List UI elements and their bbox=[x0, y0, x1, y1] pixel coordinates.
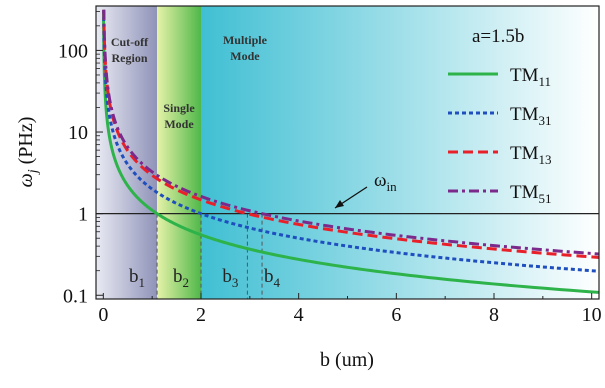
y-tick-label-100: 100 bbox=[58, 40, 88, 62]
legend-label-tm51: TM51 bbox=[510, 182, 552, 206]
legend-label-tm31: TM31 bbox=[510, 104, 552, 128]
marker-label-2-main: b bbox=[173, 266, 183, 287]
y-axis-title-sub: j bbox=[26, 169, 41, 175]
region-label-multiple-mode-line: Multiple bbox=[223, 33, 268, 47]
legend-title: a=1.5b bbox=[472, 26, 524, 47]
reference-arrow-head bbox=[335, 200, 344, 208]
y-tick-label-1: 1 bbox=[78, 204, 88, 226]
marker-label-4: b4 bbox=[264, 266, 281, 290]
reference-label-sub: in bbox=[387, 179, 398, 194]
x-tick-label-4: 4 bbox=[294, 304, 304, 326]
region-label-multiple-mode-line: Mode bbox=[230, 49, 260, 63]
marker-label-2-sub: 2 bbox=[182, 275, 189, 290]
x-axis-ticks: 0 2 4 6 8 10 bbox=[98, 293, 602, 326]
region-label-single-mode: Single Mode bbox=[163, 101, 195, 131]
marker-label-1-main: b bbox=[129, 266, 139, 287]
reference-label: ωin bbox=[374, 170, 397, 194]
marker-label-1: b1 bbox=[129, 266, 145, 290]
region-label-single-mode-line: Single bbox=[163, 101, 195, 115]
marker-label-4-sub: 4 bbox=[274, 275, 281, 290]
legend-label-tm11-sub: 11 bbox=[539, 74, 552, 89]
y-axis-ticks: 0.1 1 10 100 bbox=[58, 11, 103, 307]
series-line-tm13 bbox=[102, 8, 599, 259]
region-label-multiple-mode: Multiple Mode bbox=[223, 33, 268, 63]
marker-label-2: b2 bbox=[173, 266, 189, 290]
x-tick-label-6: 6 bbox=[391, 304, 401, 326]
x-tick-label-10: 10 bbox=[582, 304, 602, 326]
legend-label-tm11-main: TM bbox=[510, 65, 539, 86]
y-axis-title-unit: (PHz) bbox=[15, 117, 37, 170]
region-labels: Cut-off Region Single Mode Multiple Mode bbox=[111, 33, 268, 131]
region-single-mode-bg bbox=[157, 6, 201, 299]
marker-label-3-sub: 3 bbox=[232, 275, 239, 290]
marker-label-3-main: b bbox=[222, 266, 232, 287]
x-tick-label-2: 2 bbox=[196, 304, 206, 326]
x-tick-label-0: 0 bbox=[98, 304, 108, 326]
legend-label-tm13-sub: 13 bbox=[539, 152, 552, 167]
legend-label-tm51-sub: 51 bbox=[539, 191, 552, 206]
marker-label-4-main: b bbox=[264, 266, 274, 287]
region-label-cut-off-region: Cut-off Region bbox=[111, 35, 149, 65]
region-label-cut-off-region-line: Region bbox=[112, 51, 148, 65]
marker-label-3: b3 bbox=[222, 266, 238, 290]
legend-label-tm31-sub: 31 bbox=[539, 113, 552, 128]
x-axis-title: b (um) bbox=[320, 349, 374, 371]
region-label-cut-off-region-line: Cut-off bbox=[111, 35, 149, 49]
marker-label-1-sub: 1 bbox=[139, 275, 146, 290]
x-tick-label-8: 8 bbox=[489, 304, 499, 326]
y-tick-label-0.1: 0.1 bbox=[63, 285, 88, 307]
y-tick-label-10: 10 bbox=[68, 122, 88, 144]
region-label-single-mode-line: Mode bbox=[164, 117, 194, 131]
legend-label-tm13: TM13 bbox=[510, 143, 552, 167]
series-lines bbox=[102, 8, 599, 294]
y-axis-title: ωj (PHz) bbox=[15, 117, 41, 188]
legend-label-tm31-main: TM bbox=[510, 104, 539, 125]
y-axis-title-main: ω bbox=[15, 173, 37, 187]
legend-label-tm11: TM11 bbox=[510, 65, 551, 89]
legend-label-tm13-main: TM bbox=[510, 143, 539, 164]
legend-label-tm51-main: TM bbox=[510, 182, 539, 203]
reference-label-main: ω bbox=[374, 170, 387, 191]
reference-line-group: ωin bbox=[96, 170, 599, 215]
mode-cutoff-markers: b1 b2 b3 b4 bbox=[129, 213, 281, 299]
